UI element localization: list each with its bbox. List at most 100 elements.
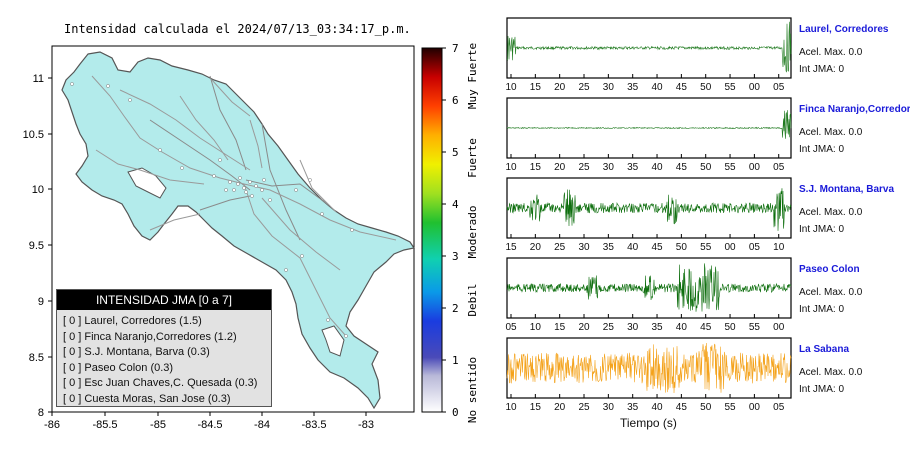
colorbar-tick-label: 4 xyxy=(452,198,459,211)
station-dot xyxy=(344,334,348,338)
station-name: S.J. Montana, Barva xyxy=(799,184,895,195)
colorbar-tick-label: 7 xyxy=(452,42,459,55)
waveform-tick-label: 55 xyxy=(724,162,736,173)
waveform-tick-label: 35 xyxy=(627,162,639,173)
waveform-tick-label: 05 xyxy=(773,162,785,173)
waveform-tick-label: 15 xyxy=(554,322,566,333)
waveform-tick-label: 25 xyxy=(554,242,566,253)
colorbar-tick-label: 1 xyxy=(452,354,459,367)
waveform-tick-label: 50 xyxy=(700,82,712,93)
waveform-tick-label: 20 xyxy=(554,162,566,173)
y-tick-label: 8 xyxy=(38,407,44,419)
waveform-panel: 10 15 20 25 30 35 40 45 50 55 00 05 xyxy=(505,97,792,173)
road-line xyxy=(91,75,397,241)
station-dot xyxy=(260,188,264,192)
x-tick-label: -84.5 xyxy=(197,419,222,431)
waveform-tick-label: 10 xyxy=(505,402,517,413)
colorbar-labels: No sentido Debil Moderado Fuerte Muy Fuerte xyxy=(466,43,479,423)
station-int-jma: Int JMA: 0 xyxy=(799,384,845,395)
y-tick-label: 10.5 xyxy=(23,129,44,141)
station-int-jma: Int JMA: 0 xyxy=(799,144,845,155)
waveform-tick-label: 30 xyxy=(603,162,615,173)
waveform-tick-label: 45 xyxy=(676,82,688,93)
station-dot xyxy=(236,182,240,186)
y-tick-label: 11 xyxy=(33,73,44,85)
station-name: Finca Naranjo,Corredores xyxy=(799,104,910,115)
station-markers xyxy=(70,82,354,338)
waveform-tick-label: 05 xyxy=(505,322,517,333)
waveform-tick-label: 40 xyxy=(651,162,663,173)
colorbar-tick-label: 6 xyxy=(452,94,459,107)
waveform-tick-label: 10 xyxy=(530,322,542,333)
road-line xyxy=(179,95,229,161)
station-dot xyxy=(284,268,288,272)
x-tick-label: -83 xyxy=(358,419,374,431)
station-int-jma: Int JMA: 0 xyxy=(799,64,845,75)
waveform-tick-label: 25 xyxy=(578,82,590,93)
waveform-trace xyxy=(506,342,792,394)
waveform-tick-label: 25 xyxy=(578,402,590,413)
waveform-tick-label: 15 xyxy=(530,402,542,413)
waveform-tick-label: 40 xyxy=(651,82,663,93)
station-dot xyxy=(128,98,132,102)
waveform-tick-label: 05 xyxy=(773,82,785,93)
province-borders xyxy=(149,75,331,241)
station-acel-max: Acel. Max. 0.0 xyxy=(799,47,863,58)
waveform-tick-label: 00 xyxy=(724,242,736,253)
x-axis-label: Tiempo (s) xyxy=(620,416,677,430)
legend-row: [ 0 ] Cuesta Moras, San Jose (0.3) xyxy=(63,392,231,405)
y-tick-label: 9.5 xyxy=(29,240,44,252)
waveform-panel: 10 15 20 25 30 35 40 45 50 55 00 05 xyxy=(505,337,792,413)
waveform-tick-label: 55 xyxy=(724,402,736,413)
station-acel-max: Acel. Max. 0.0 xyxy=(799,367,863,378)
station-acel-max: Acel. Max. 0.0 xyxy=(799,127,863,138)
waveform-tick-label: 15 xyxy=(530,82,542,93)
legend-row: [ 0 ] Paseo Colon (0.3) xyxy=(63,361,174,374)
colorbar-category-label: Moderado xyxy=(466,206,479,259)
station-dot xyxy=(106,84,110,88)
y-tick-label: 10 xyxy=(32,184,44,196)
costa-rica-land xyxy=(61,51,415,410)
waveform-tick-label: 20 xyxy=(578,322,590,333)
road-line xyxy=(149,213,201,231)
waveform-tick-label: 00 xyxy=(749,162,761,173)
station-dot xyxy=(326,318,330,322)
station-dot xyxy=(254,184,258,188)
waveform-tick-label: 00 xyxy=(749,402,761,413)
station-name: Laurel, Corredores xyxy=(799,24,889,35)
legend-row: [ 0 ] S.J. Montana, Barva (0.3) xyxy=(63,346,210,358)
road-line xyxy=(261,197,341,271)
waveform-tick-label: 50 xyxy=(724,322,736,333)
waveform-tick-label: 10 xyxy=(505,162,517,173)
colorbar-ticks: 0 1 2 3 4 5 6 7 xyxy=(442,42,459,419)
golfo-dulce xyxy=(321,325,345,357)
waveform-tick-label: 50 xyxy=(700,162,712,173)
waveform-trace xyxy=(506,188,792,231)
waveform-panel: 05 10 15 20 25 30 35 40 45 50 55 00 xyxy=(505,257,792,333)
station-name: Paseo Colon xyxy=(799,264,860,275)
station-dot xyxy=(212,174,216,178)
waveform-panel: 15 20 25 30 35 40 45 50 55 00 05 10 xyxy=(505,177,792,253)
station-dot xyxy=(250,194,254,198)
waveform-tick-label: 30 xyxy=(578,242,590,253)
waveform-tick-label: 55 xyxy=(749,322,761,333)
road-line xyxy=(119,89,251,171)
colorbar-tick-label: 2 xyxy=(452,302,459,315)
intensity-legend: INTENSIDAD JMA [0 a 7] [ 0 ] Laurel, Cor… xyxy=(56,289,272,407)
waveform-tick-label: 40 xyxy=(627,242,639,253)
station-dot xyxy=(228,180,232,184)
waveform-trace xyxy=(506,110,792,139)
road-line xyxy=(243,183,347,337)
station-name: La Sabana xyxy=(799,344,850,355)
x-tick-label: -86 xyxy=(44,419,60,431)
waveform-tick-label: 50 xyxy=(700,402,712,413)
waveform-tick-label: 10 xyxy=(505,82,517,93)
map-y-ticks: 11 10.5 10 9.5 9 8.5 8 xyxy=(23,73,52,419)
colorbar-category-label: Muy Fuerte xyxy=(466,43,479,109)
legend-row: [ 0 ] Finca Naranjo,Corredores (1.2) xyxy=(63,330,237,343)
waveform-tick-label: 35 xyxy=(627,402,639,413)
waveform-tick-label: 50 xyxy=(676,242,688,253)
waveform-tick-label: 45 xyxy=(700,322,712,333)
waveform-tick-label: 45 xyxy=(676,162,688,173)
